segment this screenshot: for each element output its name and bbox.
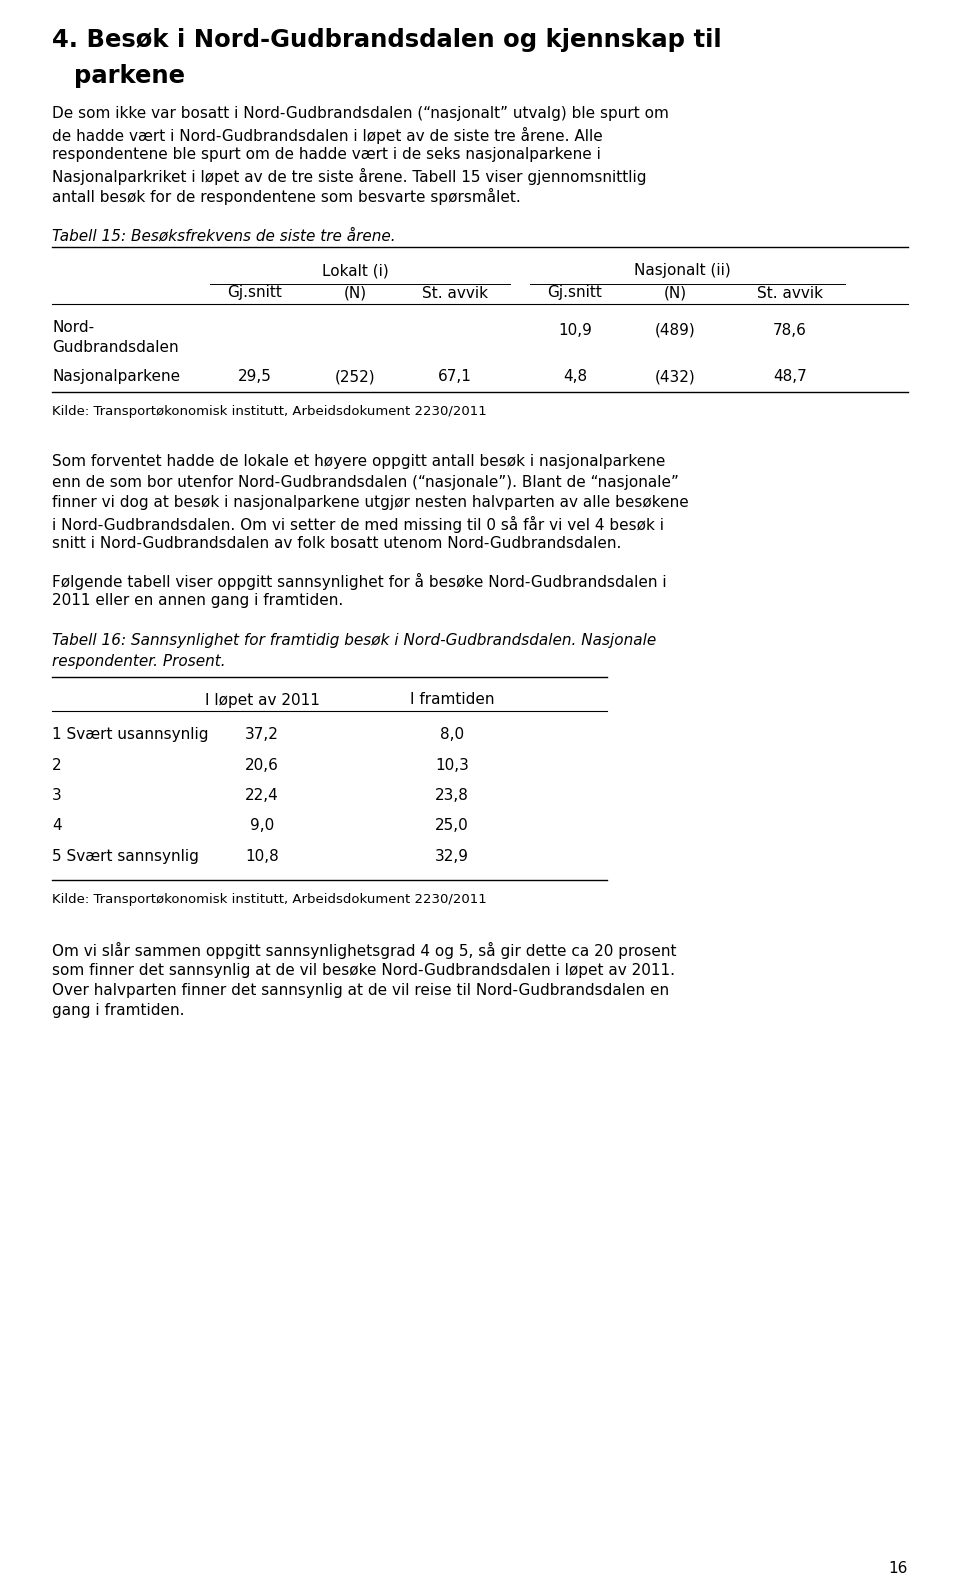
Text: 4. Besøk i Nord-Gudbrandsdalen og kjennskap til: 4. Besøk i Nord-Gudbrandsdalen og kjenns… (52, 29, 722, 52)
Text: 32,9: 32,9 (435, 849, 469, 864)
Text: 10,8: 10,8 (245, 849, 278, 864)
Text: som finner det sannsynlig at de vil besøke Nord-Gudbrandsdalen i løpet av 2011.: som finner det sannsynlig at de vil besø… (52, 963, 675, 977)
Text: 4,8: 4,8 (563, 369, 588, 385)
Text: 5 Svært sannsynlig: 5 Svært sannsynlig (52, 849, 199, 864)
Text: De som ikke var bosatt i Nord-Gudbrandsdalen (“nasjonalt” utvalg) ble spurt om: De som ikke var bosatt i Nord-Gudbrandsd… (52, 106, 669, 121)
Text: 22,4: 22,4 (245, 788, 278, 802)
Text: Tabell 15: Besøksfrekvens de siste tre årene.: Tabell 15: Besøksfrekvens de siste tre å… (52, 229, 396, 243)
Text: respondentene ble spurt om de hadde vært i de seks nasjonalparkene i: respondentene ble spurt om de hadde vært… (52, 148, 601, 162)
Text: 78,6: 78,6 (773, 323, 807, 338)
Text: St. avvik: St. avvik (757, 286, 823, 300)
Text: 4: 4 (52, 818, 61, 834)
Text: (N): (N) (663, 286, 686, 300)
Text: finner vi dog at besøk i nasjonalparkene utgjør nesten halvparten av alle besøke: finner vi dog at besøk i nasjonalparkene… (52, 496, 688, 510)
Text: 23,8: 23,8 (435, 788, 468, 802)
Text: Gj.snitt: Gj.snitt (228, 286, 282, 300)
Text: I løpet av 2011: I løpet av 2011 (204, 693, 320, 707)
Text: de hadde vært i Nord-Gudbrandsdalen i løpet av de siste tre årene. Alle: de hadde vært i Nord-Gudbrandsdalen i lø… (52, 127, 603, 143)
Text: 8,0: 8,0 (440, 728, 464, 742)
Text: Tabell 16: Sannsynlighet for framtidig besøk i Nord-Gudbrandsdalen. Nasjonale: Tabell 16: Sannsynlighet for framtidig b… (52, 634, 657, 648)
Text: Gj.snitt: Gj.snitt (547, 286, 603, 300)
Text: 10,9: 10,9 (558, 323, 592, 338)
Text: 29,5: 29,5 (238, 369, 272, 385)
Text: Nord-: Nord- (52, 319, 94, 335)
Text: 48,7: 48,7 (773, 369, 806, 385)
Text: enn de som bor utenfor Nord-Gudbrandsdalen (“nasjonale”). Blant de “nasjonale”: enn de som bor utenfor Nord-Gudbrandsdal… (52, 475, 679, 489)
Text: St. avvik: St. avvik (422, 286, 488, 300)
Text: parkene: parkene (74, 64, 185, 87)
Text: 1 Svært usannsynlig: 1 Svært usannsynlig (52, 728, 208, 742)
Text: Kilde: Transportøkonomisk institutt, Arbeidsdokument 2230/2011: Kilde: Transportøkonomisk institutt, Arb… (52, 405, 487, 418)
Text: snitt i Nord-Gudbrandsdalen av folk bosatt utenom Nord-Gudbrandsdalen.: snitt i Nord-Gudbrandsdalen av folk bosa… (52, 535, 621, 551)
Text: Følgende tabell viser oppgitt sannsynlighet for å besøke Nord-Gudbrandsdalen i: Følgende tabell viser oppgitt sannsynlig… (52, 572, 666, 590)
Text: Nasjonalt (ii): Nasjonalt (ii) (635, 264, 731, 278)
Text: 25,0: 25,0 (435, 818, 468, 834)
Text: Gudbrandsdalen: Gudbrandsdalen (52, 340, 179, 356)
Text: (489): (489) (655, 323, 695, 338)
Text: (432): (432) (655, 369, 695, 385)
Text: 2011 eller en annen gang i framtiden.: 2011 eller en annen gang i framtiden. (52, 593, 344, 609)
Text: antall besøk for de respondentene som besvarte spørsmålet.: antall besøk for de respondentene som be… (52, 188, 520, 205)
Text: i Nord-Gudbrandsdalen. Om vi setter de med missing til 0 så får vi vel 4 besøk i: i Nord-Gudbrandsdalen. Om vi setter de m… (52, 515, 664, 532)
Text: 9,0: 9,0 (250, 818, 275, 834)
Text: 37,2: 37,2 (245, 728, 279, 742)
Text: respondenter. Prosent.: respondenter. Prosent. (52, 655, 226, 669)
Text: 10,3: 10,3 (435, 758, 468, 772)
Text: Nasjonalparkriket i løpet av de tre siste årene. Tabell 15 viser gjennomsnittlig: Nasjonalparkriket i løpet av de tre sist… (52, 167, 646, 184)
Text: 20,6: 20,6 (245, 758, 279, 772)
Text: Lokalt (i): Lokalt (i) (322, 264, 389, 278)
Text: Som forventet hadde de lokale et høyere oppgitt antall besøk i nasjonalparkene: Som forventet hadde de lokale et høyere … (52, 454, 665, 469)
Text: Over halvparten finner det sannsynlig at de vil reise til Nord-Gudbrandsdalen en: Over halvparten finner det sannsynlig at… (52, 984, 669, 998)
Text: Om vi slår sammen oppgitt sannsynlighetsgrad 4 og 5, så gir dette ca 20 prosent: Om vi slår sammen oppgitt sannsynlighets… (52, 942, 677, 960)
Text: 16: 16 (889, 1560, 908, 1576)
Text: 67,1: 67,1 (438, 369, 472, 385)
Text: Nasjonalparkene: Nasjonalparkene (52, 369, 180, 385)
Text: gang i framtiden.: gang i framtiden. (52, 1004, 184, 1019)
Text: (N): (N) (344, 286, 367, 300)
Text: 2: 2 (52, 758, 61, 772)
Text: I framtiden: I framtiden (410, 693, 494, 707)
Text: (252): (252) (335, 369, 375, 385)
Text: 3: 3 (52, 788, 61, 802)
Text: Kilde: Transportøkonomisk institutt, Arbeidsdokument 2230/2011: Kilde: Transportøkonomisk institutt, Arb… (52, 893, 487, 906)
